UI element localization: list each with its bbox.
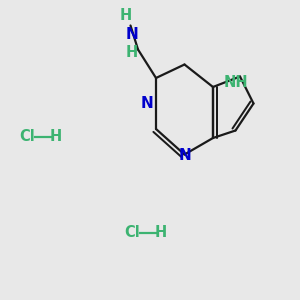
Text: H: H (50, 129, 61, 144)
Text: NH: NH (223, 75, 248, 90)
Text: Cl: Cl (124, 225, 140, 240)
Text: Cl: Cl (19, 129, 35, 144)
Text: N: N (126, 27, 138, 42)
Text: N: N (141, 96, 153, 111)
Text: N: N (178, 148, 191, 164)
Text: H: H (126, 45, 138, 60)
Text: H: H (120, 8, 132, 22)
Text: H: H (154, 225, 166, 240)
